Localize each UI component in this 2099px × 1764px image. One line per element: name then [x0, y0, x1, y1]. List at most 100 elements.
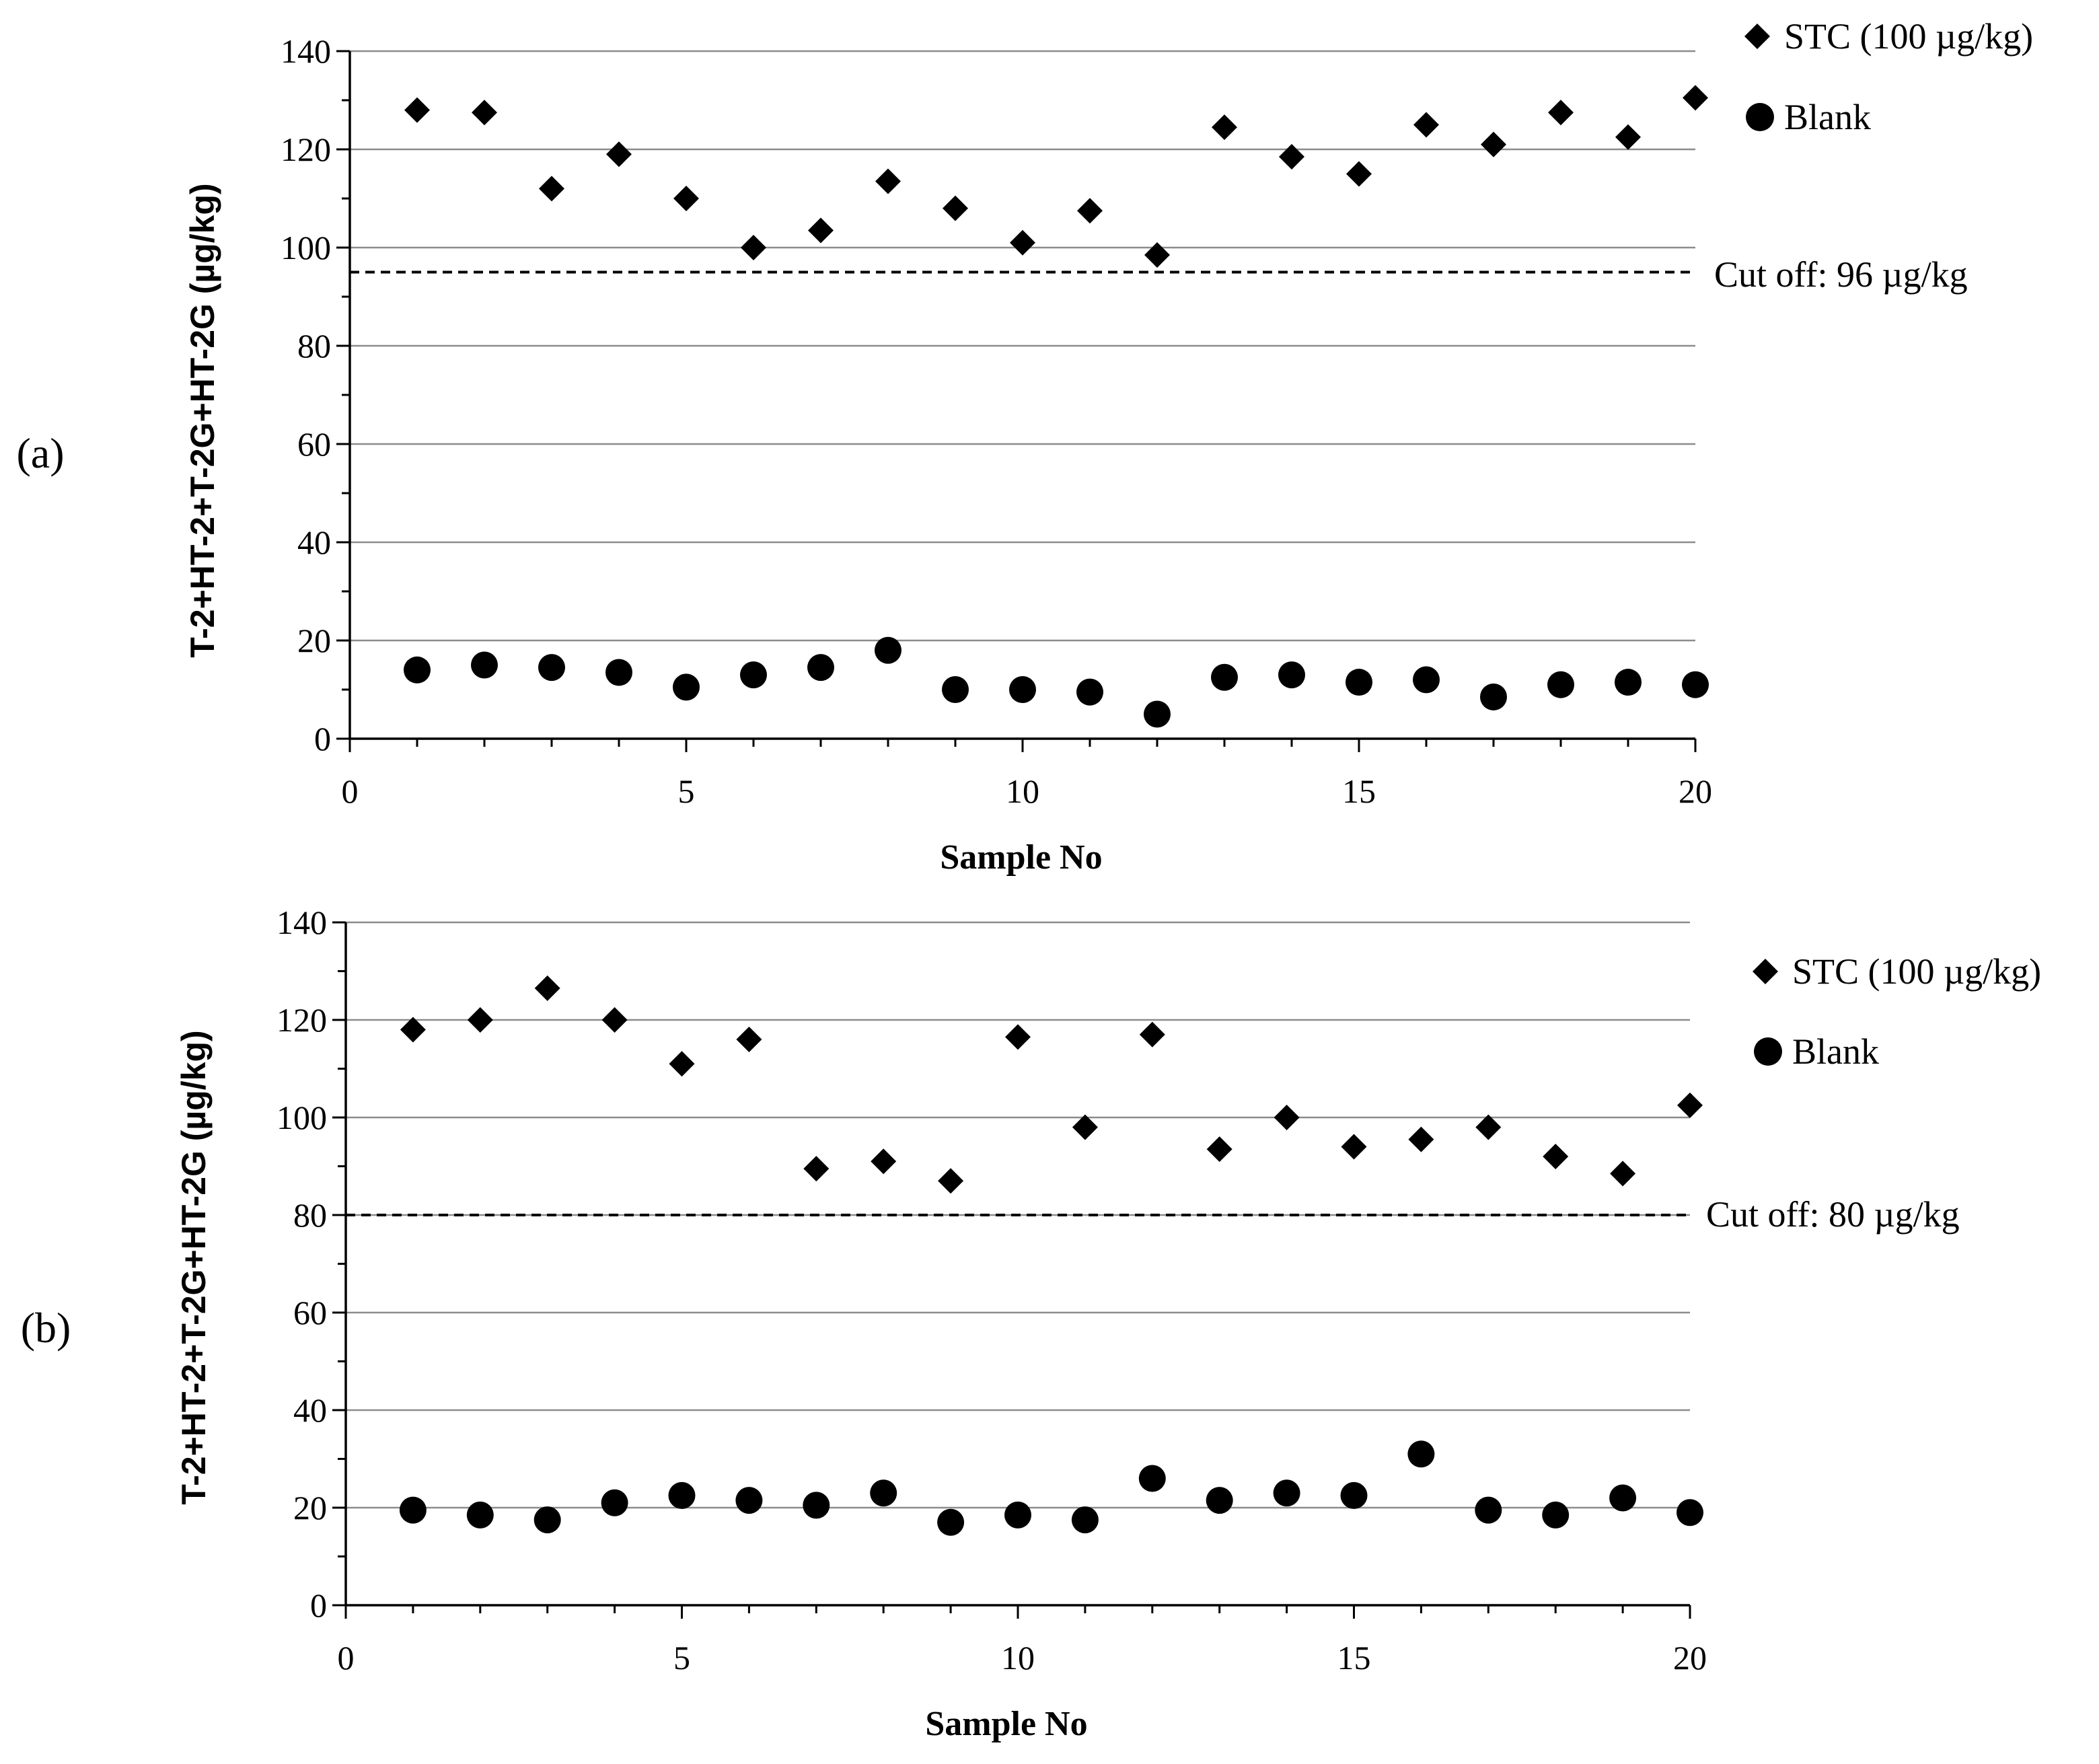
panel-b-stc-point-16: [1408, 1126, 1434, 1152]
panel-b-stc-point-13: [1206, 1136, 1232, 1163]
panel-b-axes: [332, 921, 1691, 1619]
panel-a-stc-point-1: [404, 97, 430, 123]
panel-a-y-tick-label: 0: [314, 720, 331, 758]
panel-b-x-axis-label: Sample No: [925, 1705, 1087, 1743]
panel-a-stc-point-18: [1548, 100, 1574, 126]
panel-b-blank-point-11: [1071, 1506, 1099, 1534]
panel-b-x-tick-label: 10: [1001, 1639, 1035, 1677]
panel-b-y-tick-label: 120: [277, 1001, 327, 1039]
panel-a-y-axis-label: T-2+HT-2+T-2G+HT-2G (µg/kg): [184, 183, 221, 657]
panel-a-y-tick-label: 20: [297, 622, 331, 659]
panel-b-blank-point-1: [399, 1496, 427, 1524]
panel-b-blank-point-13: [1206, 1487, 1233, 1514]
panel-a-blank-point-20: [1682, 671, 1709, 698]
panel-a-blank-point-4: [605, 659, 632, 686]
panel-a-blank-point-19: [1615, 669, 1642, 696]
panel-a-stc-point-7: [808, 217, 834, 244]
panel-a-stc-point-11: [1077, 198, 1103, 224]
panel-a-blank-point-7: [807, 654, 834, 682]
panel-a-blank-point-11: [1076, 678, 1103, 706]
panel-b-blank-point-8: [870, 1479, 897, 1507]
panel-b-stc-point-19: [1610, 1161, 1636, 1187]
panel-a-stc-point-10: [1010, 229, 1035, 256]
panel-b-cutoff: Cut off: 80 µg/kg: [346, 1194, 1960, 1235]
panel-b-blank-point-2: [466, 1501, 494, 1529]
panel-a-stc-point-4: [606, 141, 632, 168]
panel-b-y-tick-label: 0: [310, 1586, 327, 1624]
panel-a-blank-point-10: [1009, 676, 1036, 703]
panel-b-y-tick-label: 20: [293, 1489, 327, 1527]
panel-b-y-tick-label: 40: [293, 1391, 327, 1429]
panel-b-blank-point-14: [1273, 1479, 1300, 1507]
panel-a-stc-point-8: [875, 168, 901, 194]
panel-a-blank-point-12: [1144, 700, 1171, 728]
panel-b-legend-stc-label: STC (100 µg/kg): [1792, 951, 2041, 992]
panel-b-x-tick-labels: 0 5 10 15 20: [338, 1639, 1707, 1677]
panel-a-blank-point-18: [1547, 671, 1574, 698]
panel-b-label: (b): [21, 1304, 71, 1352]
panel-b-stc-point-1: [400, 1017, 426, 1043]
panel-b-y-tick-label: 60: [293, 1294, 327, 1331]
panel-b-legend-diamond-icon: [1753, 959, 1778, 984]
panel-b-stc-point-17: [1475, 1114, 1502, 1140]
panel-b-stc-point-20: [1677, 1092, 1703, 1118]
panel-a-legend: STC (100 µg/kg) Blank: [1744, 16, 2033, 137]
panel-a-cutoff-label: Cut off: 96 µg/kg: [1714, 254, 1968, 295]
panel-a-stc-point-9: [943, 195, 968, 221]
panel-b-blank-point-19: [1609, 1484, 1637, 1512]
panel-b-cutoff-label: Cut off: 80 µg/kg: [1706, 1194, 1960, 1235]
panel-a-stc-point-16: [1413, 112, 1439, 138]
panel-a-blank-point-3: [538, 654, 565, 682]
panel-b-x-tick-label: 20: [1673, 1639, 1707, 1677]
panel-a-blank-point-15: [1346, 669, 1372, 696]
panel-a-blank-point-14: [1278, 661, 1305, 689]
panel-b-blank-point-6: [735, 1487, 763, 1514]
panel-a: (a) T-2+HT-2+T-2G+HT-2G (µg/kg) Sample N…: [16, 16, 2033, 877]
panel-b-stc-point-4: [601, 1007, 628, 1033]
panel-a-stc-point-20: [1683, 85, 1708, 111]
panel-b-x-tick-label: 15: [1337, 1639, 1371, 1677]
panel-b-blank-point-15: [1340, 1481, 1368, 1509]
panel-a-axes: [336, 50, 1697, 752]
panel-a-stc-point-13: [1212, 114, 1237, 141]
panel-a-legend-blank-label: Blank: [1784, 97, 1871, 137]
panel-a-stc-point-17: [1481, 131, 1506, 157]
panel-a-blank-point-16: [1413, 666, 1440, 694]
panel-b-blank-point-7: [803, 1492, 830, 1519]
panel-a-x-tick-label: 15: [1342, 772, 1376, 810]
panel-b-blank-point-17: [1475, 1496, 1502, 1524]
panel-b-stc-point-18: [1543, 1144, 1569, 1169]
panel-b-y-tick-label: 80: [293, 1196, 327, 1234]
panel-a-legend-stc-label: STC (100 µg/kg): [1784, 16, 2033, 57]
panel-a-y-tick-label: 100: [281, 229, 331, 266]
panel-b-blank-point-3: [533, 1506, 561, 1534]
panel-b-blank-point-20: [1677, 1499, 1703, 1527]
panel-a-x-tick-label: 10: [1006, 772, 1039, 810]
panel-a-blank-point-9: [942, 676, 969, 703]
panel-a-y-tick-label: 80: [297, 327, 331, 365]
panel-b-x-tick-label: 5: [673, 1639, 690, 1677]
panel-b-legend-blank-label: Blank: [1792, 1031, 1879, 1072]
panel-b-blank-point-18: [1542, 1501, 1570, 1529]
panel-a-blank-point-2: [471, 651, 498, 679]
panel-a-y-tick-labels: 0 20 40 60 80 100 120 140: [281, 32, 331, 758]
panel-a-x-tick-labels: 0 5 10 15 20: [342, 772, 1713, 810]
panel-b-legend-circle-icon: [1754, 1037, 1782, 1066]
panel-b-stc-point-15: [1341, 1134, 1367, 1160]
panel-a-stc-point-19: [1615, 124, 1641, 150]
panel-b-y-axis-label: T-2+HT-2+T-2G+HT-2G (µg/kg): [175, 1030, 213, 1504]
panel-a-y-tick-label: 60: [297, 425, 331, 463]
panel-a-blank-point-8: [875, 636, 901, 664]
panel-b-stc-point-7: [803, 1156, 830, 1182]
panel-a-y-tick-label: 120: [281, 131, 331, 168]
panel-a-stc-point-15: [1346, 161, 1372, 187]
panel-b-y-tick-label: 100: [277, 1099, 327, 1136]
panel-a-stc-point-3: [539, 176, 564, 202]
panel-b-blank-point-9: [937, 1508, 965, 1536]
panel-b: (b) T-2+HT-2+T-2G+HT-2G (µg/kg) Sample N…: [21, 904, 2041, 1743]
panel-b-x-tick-label: 0: [338, 1639, 355, 1677]
panel-b-y-tick-labels: 0 20 40 60 80 100 120 140: [277, 904, 327, 1624]
panel-b-blank-point-16: [1407, 1440, 1435, 1468]
panel-a-blank-point-5: [673, 673, 700, 701]
